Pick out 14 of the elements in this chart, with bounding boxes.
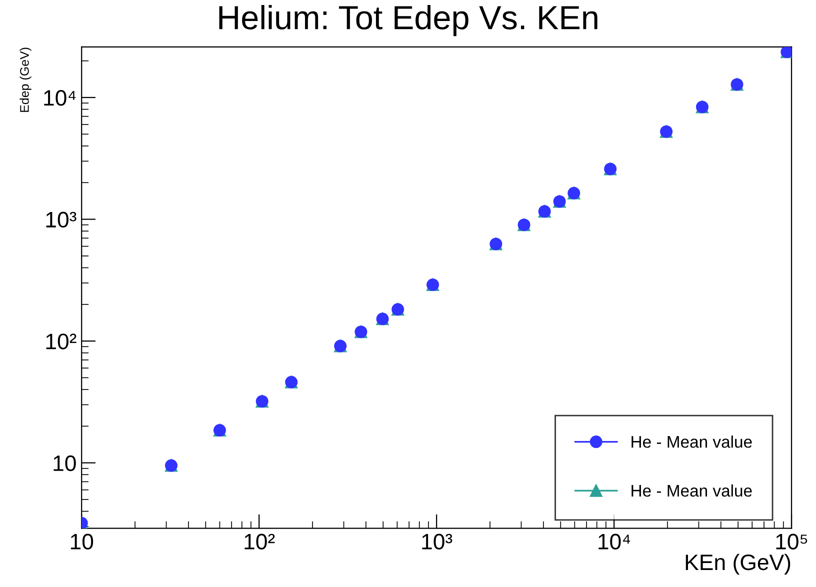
x-axis-title: KEn (GeV): [686, 554, 790, 575]
x-tick-label: 10: [70, 534, 94, 550]
chart-title: Helium: Tot Edep Vs. KEn: [219, 5, 598, 36]
x-tick-label: 10²: [244, 534, 275, 550]
legend-label: He - Mean value: [632, 436, 752, 448]
legend-label: He - Mean value: [632, 484, 752, 497]
y-tick-label: 10⁴: [44, 90, 76, 106]
x-tick-label: 10³: [422, 534, 452, 550]
y-tick-label: 10³: [46, 212, 76, 228]
x-tick-label: 10⁴: [598, 534, 630, 550]
x-tick-label: 10⁵: [776, 534, 808, 550]
y-tick-label: 10²: [46, 334, 76, 350]
y-axis-title: Edep (GeV): [20, 48, 32, 112]
y-tick-label: 10: [54, 455, 76, 472]
